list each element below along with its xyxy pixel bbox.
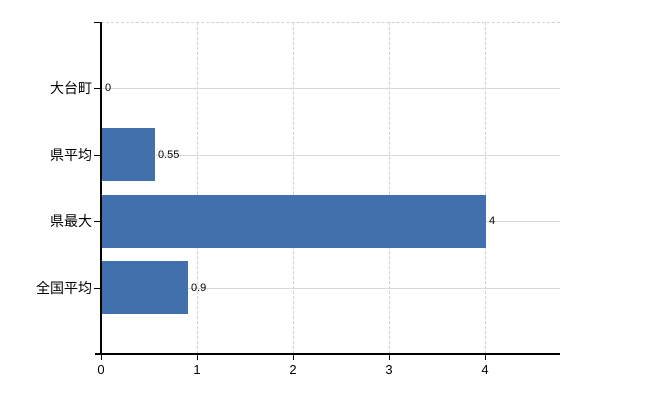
category-label-全国平均: 全国平均 bbox=[36, 280, 92, 296]
category-label-大台町: 大台町 bbox=[50, 80, 92, 96]
value-label: 0 bbox=[105, 82, 112, 94]
vertical-gridline bbox=[197, 22, 198, 354]
plot-top-border bbox=[101, 22, 560, 23]
x-tick-label: 3 bbox=[385, 362, 393, 377]
x-axis-tick bbox=[389, 355, 390, 360]
y-axis-tick bbox=[94, 88, 101, 89]
x-axis-tick bbox=[197, 355, 198, 360]
x-tick-label: 2 bbox=[289, 362, 297, 377]
horizontal-gridline bbox=[101, 88, 560, 89]
vertical-gridline bbox=[389, 22, 390, 354]
value-label: 0.9 bbox=[191, 282, 207, 294]
bar-県最大 bbox=[102, 195, 486, 248]
category-label-県最大: 県最大 bbox=[50, 213, 92, 229]
y-axis-top-tick bbox=[94, 22, 101, 23]
x-axis-tick bbox=[293, 355, 294, 360]
x-tick-label: 1 bbox=[193, 362, 201, 377]
value-label: 0.55 bbox=[158, 149, 180, 161]
y-axis-tick bbox=[94, 288, 101, 289]
x-axis-line bbox=[95, 353, 560, 355]
category-label-県平均: 県平均 bbox=[50, 147, 92, 163]
x-tick-label: 0 bbox=[97, 362, 105, 377]
horizontal-gridline bbox=[101, 288, 560, 289]
vertical-gridline bbox=[293, 22, 294, 354]
x-axis-tick bbox=[485, 355, 486, 360]
horizontal-gridline bbox=[101, 155, 560, 156]
y-axis-tick bbox=[94, 155, 101, 156]
bar-県平均 bbox=[102, 128, 155, 181]
value-label: 4 bbox=[489, 215, 496, 227]
x-axis-tick bbox=[101, 355, 102, 360]
bar-全国平均 bbox=[102, 261, 188, 314]
vertical-gridline bbox=[485, 22, 486, 354]
y-axis-tick bbox=[94, 221, 101, 222]
y-axis-line bbox=[100, 22, 102, 355]
x-tick-label: 4 bbox=[481, 362, 489, 377]
